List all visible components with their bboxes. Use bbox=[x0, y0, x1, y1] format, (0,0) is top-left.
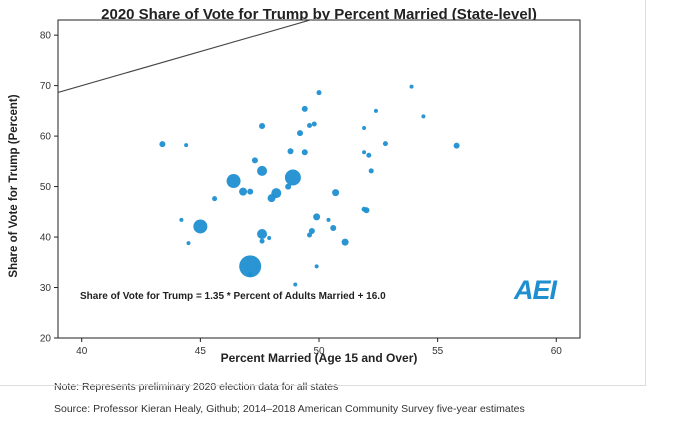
data-point bbox=[308, 227, 315, 234]
chart-title: 2020 Share of Vote for Trump by Percent … bbox=[101, 6, 537, 23]
data-point bbox=[251, 157, 258, 164]
data-point bbox=[332, 189, 340, 197]
data-point bbox=[226, 174, 241, 189]
y-tick-label: 30 bbox=[40, 283, 52, 294]
y-tick-label: 20 bbox=[40, 334, 52, 345]
y-tick-label: 60 bbox=[40, 132, 52, 143]
x-tick-label: 60 bbox=[551, 346, 563, 357]
y-tick-label: 50 bbox=[40, 182, 52, 193]
data-point bbox=[239, 255, 262, 278]
data-point bbox=[307, 232, 313, 238]
footer-note: Note: Represents preliminary 2020 electi… bbox=[54, 381, 339, 393]
data-point bbox=[239, 187, 248, 196]
data-point bbox=[301, 105, 308, 112]
data-point bbox=[297, 130, 304, 137]
data-point bbox=[259, 123, 266, 129]
data-point bbox=[247, 271, 253, 277]
data-point bbox=[314, 264, 319, 269]
data-point bbox=[313, 213, 321, 221]
data-point bbox=[453, 142, 460, 149]
data-point bbox=[159, 141, 166, 148]
data-point bbox=[326, 217, 331, 222]
footer-source: Source: Professor Kieran Healy, Github; … bbox=[54, 403, 525, 415]
frame-right-border bbox=[645, 0, 646, 385]
data-point bbox=[362, 126, 367, 131]
x-tick-label: 40 bbox=[76, 346, 88, 357]
data-point bbox=[284, 169, 301, 186]
data-point bbox=[267, 236, 272, 241]
data-point bbox=[193, 219, 208, 234]
data-point bbox=[382, 141, 388, 147]
data-point bbox=[179, 217, 184, 222]
plot-area bbox=[57, 19, 581, 339]
x-tick-label: 45 bbox=[195, 346, 207, 357]
data-point bbox=[259, 238, 265, 244]
data-point bbox=[285, 183, 292, 190]
x-axis-label: Percent Married (Age 15 and Over) bbox=[220, 351, 418, 365]
y-tick-label: 40 bbox=[40, 233, 52, 244]
data-point bbox=[316, 90, 322, 96]
data-point bbox=[267, 194, 276, 203]
data-point bbox=[212, 196, 218, 202]
data-point bbox=[257, 165, 268, 176]
regression-equation: Share of Vote for Trump = 1.35 * Percent… bbox=[80, 291, 386, 302]
x-tick-label: 50 bbox=[313, 346, 325, 357]
data-point bbox=[373, 108, 378, 113]
data-point bbox=[186, 241, 191, 246]
data-point bbox=[287, 148, 294, 155]
frame-bottom-border bbox=[0, 385, 646, 386]
data-point bbox=[366, 152, 372, 158]
data-point bbox=[184, 143, 189, 148]
data-point bbox=[311, 121, 317, 127]
y-tick-label: 70 bbox=[40, 81, 52, 92]
data-point bbox=[368, 168, 374, 174]
x-tick-label: 55 bbox=[432, 346, 444, 357]
regression-line bbox=[58, 20, 313, 93]
data-point bbox=[257, 229, 268, 240]
data-point bbox=[341, 238, 349, 246]
data-point bbox=[409, 84, 414, 89]
data-point bbox=[421, 114, 426, 119]
data-point bbox=[361, 206, 367, 212]
data-point bbox=[301, 149, 308, 156]
y-tick-label: 80 bbox=[40, 31, 52, 42]
data-point bbox=[362, 150, 367, 155]
data-point bbox=[247, 188, 254, 195]
data-point bbox=[330, 224, 337, 231]
aei-logo: AEI bbox=[513, 275, 558, 305]
data-point bbox=[307, 122, 313, 128]
data-point bbox=[293, 282, 298, 287]
